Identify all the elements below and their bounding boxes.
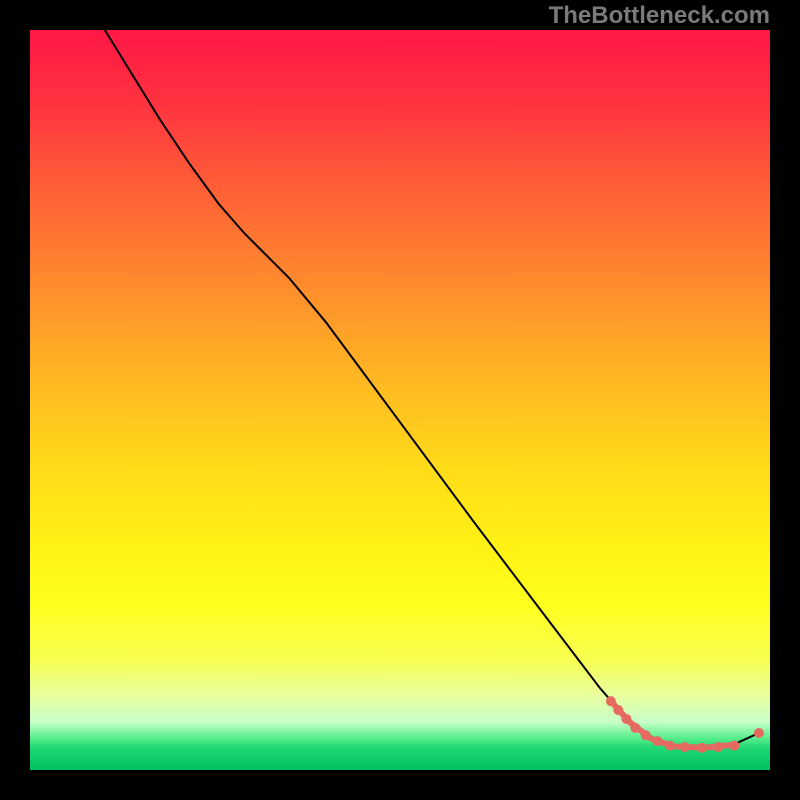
data-point-marker [754,728,764,738]
data-point-marker [697,743,707,753]
data-point-marker [713,742,723,752]
data-point-marker [641,730,651,740]
data-point-marker [653,736,663,746]
data-point-marker [680,742,690,752]
data-point-marker [665,741,675,751]
data-point-marker [606,696,616,706]
plot-gradient-background [30,30,770,770]
chart-frame: TheBottleneck.com [0,0,800,800]
data-point-marker [621,714,631,724]
plot-svg [0,0,800,800]
data-point-marker [630,723,640,733]
data-point-marker [729,741,739,751]
data-point-marker [613,705,623,715]
watermark-text: TheBottleneck.com [549,2,770,30]
